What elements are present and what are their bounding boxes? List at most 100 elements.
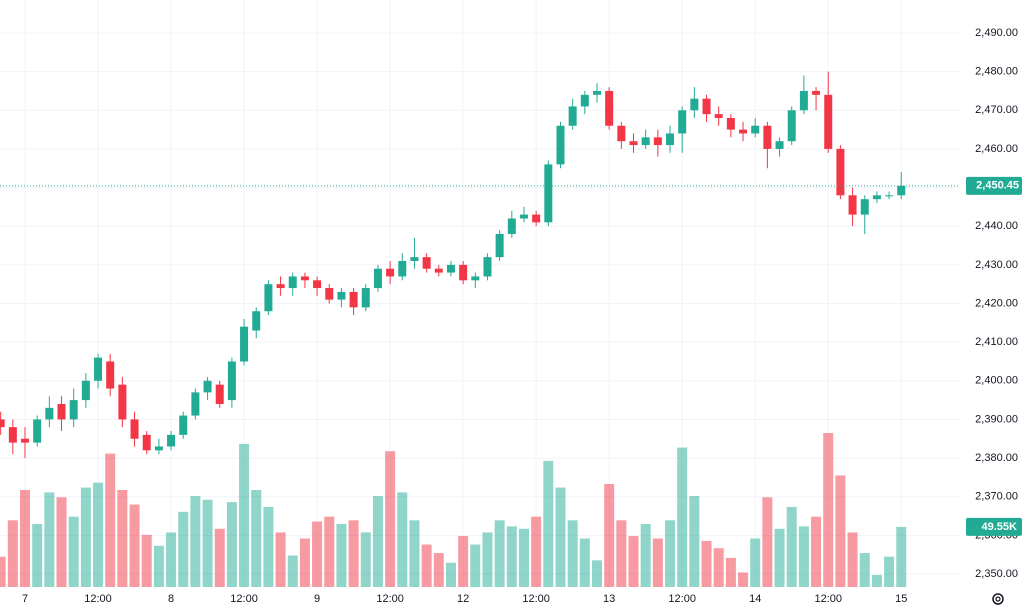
x-tick-label: 12:00 [668,593,696,605]
volume-bar [117,489,128,587]
candle-body [398,260,407,277]
candle-body [191,392,200,416]
candle-body [203,380,212,393]
volume-bar [20,489,31,587]
volume-bar [871,574,882,587]
candle-body [629,141,638,146]
candle-body [8,427,17,443]
candle-body [836,148,845,196]
candle-body [775,141,784,149]
y-tick-label: 2,380.00 [975,452,1018,464]
volume-bar [324,516,335,587]
volume-bar [385,451,396,587]
candle-body [690,98,699,111]
volume-bar [372,496,383,587]
candle-body [605,90,614,126]
volume-bar [701,540,712,587]
volume-bar [762,497,773,587]
candle-body [45,407,54,420]
candle-body [227,361,236,401]
y-tick-label: 2,370.00 [975,491,1018,503]
candle-body [130,419,139,439]
candle-body [264,284,273,312]
candle-body [94,357,103,381]
candle-body [666,133,675,146]
volume-bar [263,506,274,587]
volume-bar [348,520,359,587]
candle-body [483,257,492,277]
volume-bar [287,555,298,587]
volume-bar [713,548,724,587]
volume-bar [470,544,481,587]
volume-bar [56,497,67,587]
candle-body [167,434,176,447]
last-volume-box [966,517,1022,536]
volume-bar [555,487,566,587]
y-tick-label: 2,470.00 [975,104,1018,116]
x-tick-label: 7 [22,593,28,605]
candle-body [507,218,516,234]
settings-icon[interactable] [992,593,1004,605]
candle-body [179,415,188,435]
y-tick-label: 2,490.00 [975,27,1018,39]
candle-body [33,419,42,443]
volume-bar [275,532,286,587]
candle-body [252,311,261,331]
candle-body [519,214,528,219]
candle-body [240,326,249,362]
y-tick-label: 2,390.00 [975,413,1018,425]
x-tick-label: 14 [749,593,761,605]
candle-body [714,114,723,119]
volume-bar [859,553,870,587]
volume-bar [592,560,602,587]
candle-body [373,268,382,289]
gear-inner[interactable] [995,596,1001,602]
volume-bar [32,523,43,587]
candle-body [434,268,443,273]
y-tick-label: 2,430.00 [975,259,1018,271]
volume-bar [640,523,651,587]
candle-body [471,276,480,281]
volume-bar [141,534,152,587]
volume-bar [628,536,639,587]
candle-body [288,276,297,289]
volume-bar [494,520,505,587]
volume-bar [0,556,6,587]
candle-body [897,185,906,196]
volume-bar [823,433,834,587]
candle-body [702,98,711,115]
volume-bar [774,528,785,587]
candle-body [678,110,687,134]
candle-body [349,291,358,308]
candle-body [751,125,760,134]
volume-bar [178,511,189,587]
candle-body [0,419,5,428]
volume-bar [567,520,578,587]
candle-body [763,125,772,149]
x-tick-label: 13 [603,593,615,605]
x-tick-label: 12:00 [814,593,842,605]
x-tick-label: 8 [168,593,174,605]
candle-body [824,94,833,149]
volume-bar [689,496,700,587]
volume-bar [652,538,663,587]
volume-bar [445,562,456,587]
volume-bar [409,520,420,587]
volume-bar [458,536,469,587]
last-price-label: 2,450.45 [976,180,1019,192]
volume-bar [397,492,408,587]
volume-bar [190,496,201,587]
gear-outer[interactable] [992,593,1004,605]
candle-body [872,195,881,200]
y-tick-label: 2,440.00 [975,220,1018,232]
y-tick-label: 2,350.00 [975,568,1018,580]
volume-bar [202,499,213,587]
candle-body [641,137,650,146]
candle-body [799,90,808,111]
x-tick-label: 12:00 [84,593,112,605]
candle-body [21,438,30,443]
candle-body [885,195,894,197]
candle-body [313,280,322,289]
candle-body [580,94,589,107]
